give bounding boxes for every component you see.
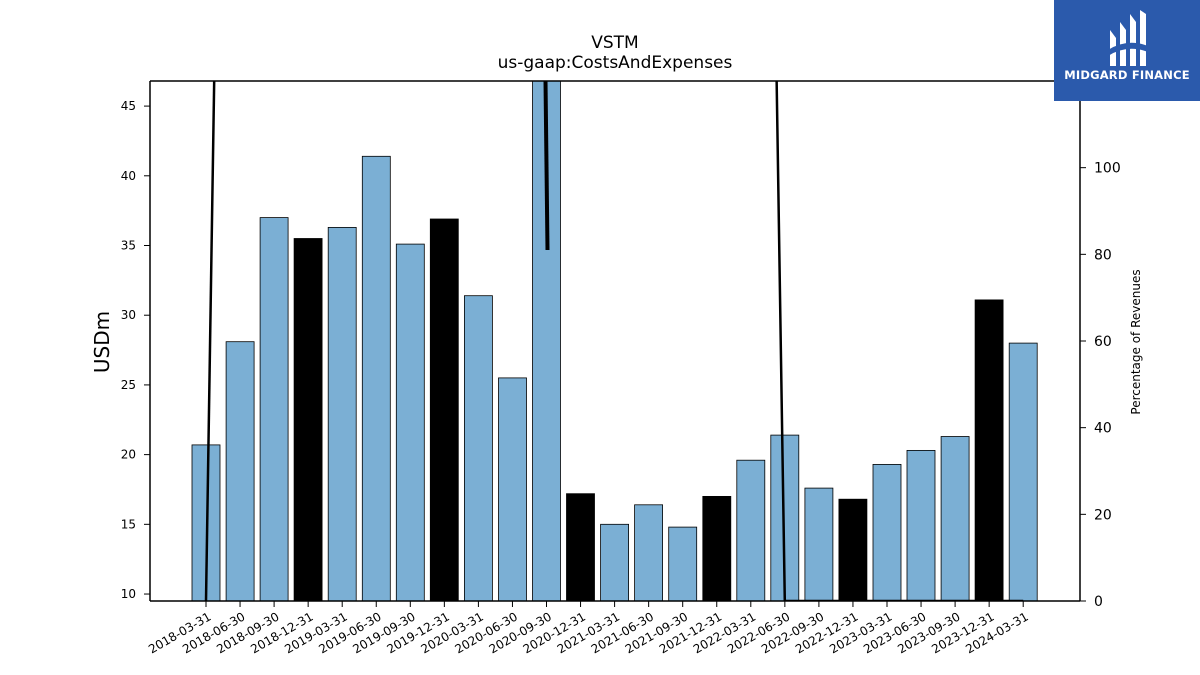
logo-text: MIDGARD FINANCE xyxy=(1064,68,1190,82)
y-tick-label: 45 xyxy=(121,99,136,113)
y-tick-label: 35 xyxy=(121,239,136,253)
bars-layer xyxy=(191,81,1038,601)
ratio-line xyxy=(204,81,216,601)
ratio-point-2020-09-30 xyxy=(543,81,550,251)
bar-2023-09-30 xyxy=(940,436,970,601)
bar-2024-03-31 xyxy=(1008,342,1038,601)
bar-2021-09-30 xyxy=(668,526,698,601)
y2-tick-label: 80 xyxy=(1094,247,1112,263)
y2-tick-label: 0 xyxy=(1094,594,1103,610)
y-axis-label: USDm xyxy=(90,311,114,373)
bar-2022-03-31 xyxy=(736,459,766,601)
y-tick-label: 40 xyxy=(121,169,136,183)
bar-2019-03-31 xyxy=(327,226,357,601)
y2-tick-label: 20 xyxy=(1094,507,1112,523)
brand-logo: MIDGARD FINANCE xyxy=(1054,0,1200,101)
bar-2021-06-30 xyxy=(634,504,663,601)
bar-2018-09-30 xyxy=(259,217,289,601)
y-tick-label: 30 xyxy=(121,308,136,322)
y2-tick-label: 60 xyxy=(1094,334,1112,350)
bar-2019-09-30 xyxy=(395,243,425,601)
y2-tick-label: 40 xyxy=(1094,421,1112,437)
bar-2023-12-31 xyxy=(974,299,1004,601)
y2-axis-label: Percentage of Revenues xyxy=(1129,269,1143,414)
bar-2022-09-30 xyxy=(804,487,834,601)
bar-2021-12-31 xyxy=(702,495,732,601)
y2-tick-label: 100 xyxy=(1094,161,1121,177)
bar-2020-12-31 xyxy=(566,493,595,601)
line-layer xyxy=(204,81,1024,601)
bar-2020-06-30 xyxy=(498,377,527,601)
bar-2019-06-30 xyxy=(361,155,391,601)
bar-2018-12-31 xyxy=(293,238,323,601)
bar-2023-06-30 xyxy=(906,449,936,601)
y-tick-label: 20 xyxy=(121,448,136,462)
y-tick-label: 25 xyxy=(121,378,136,392)
bar-2022-12-31 xyxy=(838,498,868,601)
chart-title: VSTM xyxy=(591,33,638,53)
bar-2018-06-30 xyxy=(225,341,255,601)
logo-mark-icon xyxy=(1108,10,1148,66)
y-tick-label: 10 xyxy=(121,587,136,601)
bar-2020-03-31 xyxy=(463,295,493,601)
bar-2023-03-31 xyxy=(872,463,902,601)
bar-2019-12-31 xyxy=(429,218,459,601)
chart-subtitle: us-gaap:CostsAndExpenses xyxy=(498,53,733,73)
y-tick-label: 15 xyxy=(121,517,136,531)
bar-2021-03-31 xyxy=(600,523,629,601)
